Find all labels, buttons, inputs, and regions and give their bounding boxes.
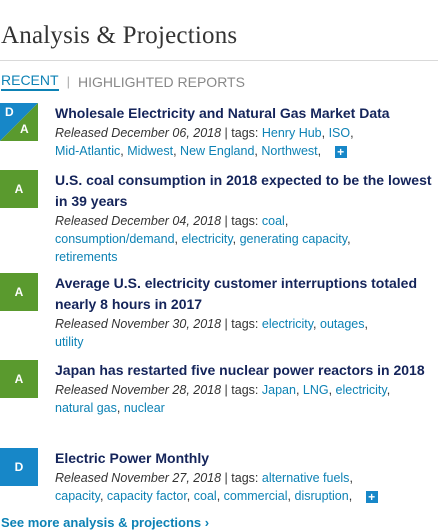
item-content: Average U.S. electricity customer interr… xyxy=(55,273,435,351)
badge-letter: D xyxy=(5,105,14,119)
release-date: Released November 28, 2018 xyxy=(55,383,221,397)
item-meta: Released November 30, 2018 | tags: elect… xyxy=(55,315,435,351)
tag-link[interactable]: nuclear xyxy=(124,401,165,415)
tag-link[interactable]: Northwest xyxy=(261,144,317,158)
data-analysis-badge: D A xyxy=(0,103,38,141)
more-tags-plus-icon[interactable]: + xyxy=(335,146,347,158)
release-date: Released November 27, 2018 xyxy=(55,471,221,485)
tag-link[interactable]: Japan xyxy=(262,383,296,397)
data-badge: D xyxy=(0,448,38,486)
more-tags-plus-icon[interactable]: + xyxy=(366,491,378,503)
tab-separator: | xyxy=(67,74,70,89)
tag-link[interactable]: generating capacity xyxy=(240,232,347,246)
tags-label: tags: xyxy=(231,317,258,331)
tag-link[interactable]: electricity xyxy=(336,383,387,397)
tag-link[interactable]: LNG xyxy=(303,383,329,397)
tags-label: tags: xyxy=(231,383,258,397)
item-meta: Released November 28, 2018 | tags: Japan… xyxy=(55,381,435,417)
tags-label: tags: xyxy=(231,126,258,140)
tag-link[interactable]: Mid-Atlantic xyxy=(55,144,120,158)
title-divider xyxy=(0,60,438,61)
tag-link[interactable]: electricity xyxy=(262,317,313,331)
analysis-badge: A xyxy=(0,360,38,398)
release-date: Released December 06, 2018 xyxy=(55,126,221,140)
item-meta: Released November 27, 2018 | tags: alter… xyxy=(55,469,435,505)
tag-link[interactable]: New England xyxy=(180,144,254,158)
tags-label: tags: xyxy=(231,214,258,228)
item-title-link[interactable]: Electric Power Monthly xyxy=(55,448,435,469)
tag-link[interactable]: retirements xyxy=(55,250,118,264)
release-date: Released November 30, 2018 xyxy=(55,317,221,331)
tag-link[interactable]: Henry Hub xyxy=(262,126,322,140)
item-meta: Released December 06, 2018 | tags: Henry… xyxy=(55,124,435,160)
tag-link[interactable]: coal xyxy=(194,489,217,503)
tag-link[interactable]: utility xyxy=(55,335,83,349)
tag-link[interactable]: Midwest xyxy=(127,144,173,158)
tag-link[interactable]: electricity xyxy=(181,232,232,246)
page-title: Analysis & Projections xyxy=(1,22,237,50)
tab-recent[interactable]: RECENT xyxy=(1,72,59,91)
tag-link[interactable]: coal xyxy=(262,214,285,228)
see-more-link[interactable]: See more analysis & projections › xyxy=(1,515,209,530)
item-content: Electric Power Monthly Released November… xyxy=(55,448,435,505)
tag-link[interactable]: capacity factor xyxy=(107,489,187,503)
item-content: Wholesale Electricity and Natural Gas Ma… xyxy=(55,103,435,160)
analysis-badge: A xyxy=(0,273,38,311)
tag-link[interactable]: ISO xyxy=(329,126,351,140)
tab-highlighted-reports[interactable]: HIGHLIGHTED REPORTS xyxy=(78,74,245,90)
tag-link[interactable]: disruption xyxy=(295,489,349,503)
item-title-link[interactable]: Japan has restarted five nuclear power r… xyxy=(55,360,435,381)
analysis-badge: A xyxy=(0,170,38,208)
item-title-link[interactable]: Average U.S. electricity customer interr… xyxy=(55,273,435,315)
item-meta: Released December 04, 2018 | tags: coal,… xyxy=(55,212,435,266)
tag-link[interactable]: commercial xyxy=(224,489,288,503)
tag-link[interactable]: outages xyxy=(320,317,364,331)
item-title-link[interactable]: Wholesale Electricity and Natural Gas Ma… xyxy=(55,103,435,124)
tags-label: tags: xyxy=(231,471,258,485)
badge-letter: A xyxy=(20,122,29,136)
item-title-link[interactable]: U.S. coal consumption in 2018 expected t… xyxy=(55,170,435,212)
tag-link[interactable]: alternative fuels xyxy=(262,471,350,485)
tag-link[interactable]: capacity xyxy=(55,489,100,503)
tag-link[interactable]: natural gas xyxy=(55,401,117,415)
item-content: U.S. coal consumption in 2018 expected t… xyxy=(55,170,435,266)
item-content: Japan has restarted five nuclear power r… xyxy=(55,360,435,417)
release-date: Released December 04, 2018 xyxy=(55,214,221,228)
tag-link[interactable]: consumption/demand xyxy=(55,232,175,246)
tab-bar: RECENT | HIGHLIGHTED REPORTS xyxy=(1,72,245,91)
